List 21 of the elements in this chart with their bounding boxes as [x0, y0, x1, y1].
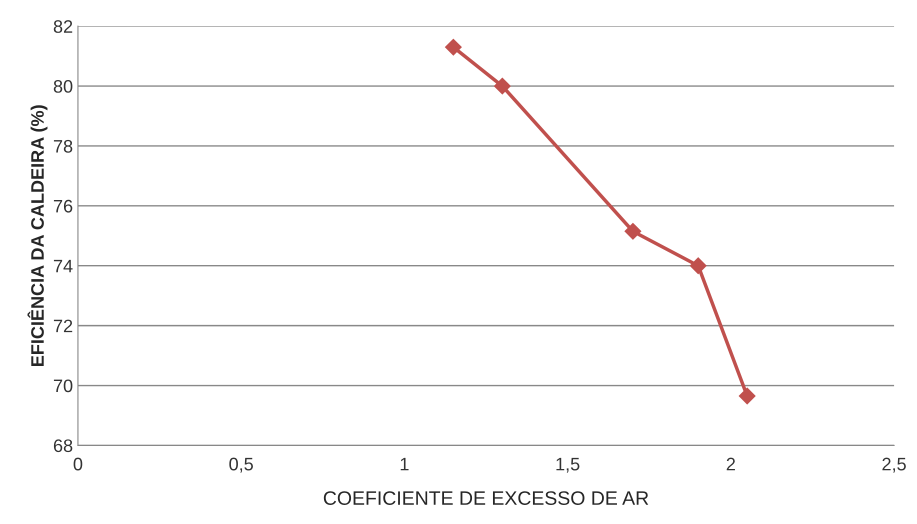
x-tick-label: 0,5 — [229, 458, 253, 473]
point — [494, 78, 511, 94]
y-tick-label: 78 — [54, 140, 72, 153]
point — [690, 257, 707, 274]
x-tick-label: 1,5 — [556, 458, 580, 473]
x-axis-title: COEFICIENTE DE EXCESSO DE AR — [324, 491, 648, 505]
y-tick-label: 76 — [54, 200, 72, 213]
y-axis-title: EFICIÊNCIA DA CALDEIRA (%) — [28, 105, 48, 366]
point — [624, 222, 642, 240]
y-tick-label: 68 — [54, 439, 72, 452]
y-tick-label: 74 — [54, 260, 73, 272]
y-tick-label: 82 — [54, 20, 72, 33]
x-tick-label: 0 — [74, 458, 82, 470]
y-tick-label: 70 — [54, 379, 72, 392]
y-tick-label: 72 — [54, 320, 72, 332]
x-tick-label: 2,5 — [882, 458, 906, 473]
point — [444, 38, 462, 56]
y-tick-label: 80 — [54, 80, 72, 93]
x-tick-label: 1 — [400, 458, 409, 470]
point — [738, 388, 756, 404]
x-tick-label: 2 — [726, 458, 735, 470]
